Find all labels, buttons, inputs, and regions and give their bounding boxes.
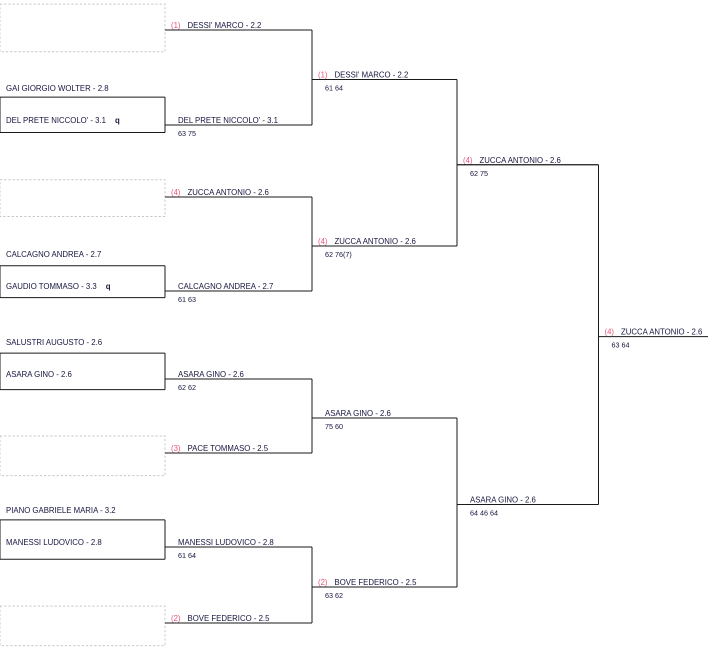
svg-text:ASARA GINO - 2.6: ASARA GINO - 2.6 xyxy=(178,370,244,379)
svg-text:SALUSTRI AUGUSTO - 2.6: SALUSTRI AUGUSTO - 2.6 xyxy=(6,338,102,347)
svg-text:MANESSI LUDOVICO - 2.8: MANESSI LUDOVICO - 2.8 xyxy=(6,538,102,547)
svg-text:62 76(7): 62 76(7) xyxy=(325,250,352,259)
svg-text:CALCAGNO ANDREA - 2.7: CALCAGNO ANDREA - 2.7 xyxy=(6,250,101,259)
svg-text:CALCAGNO ANDREA - 2.7: CALCAGNO ANDREA - 2.7 xyxy=(178,282,273,291)
svg-text:75 60: 75 60 xyxy=(325,422,343,431)
svg-text:ASARA GINO - 2.6: ASARA GINO - 2.6 xyxy=(470,496,536,505)
svg-text:61 64: 61 64 xyxy=(178,551,196,560)
svg-text:61 64: 61 64 xyxy=(325,84,343,93)
svg-text:GAI GIORGIO WOLTER - 2.8: GAI GIORGIO WOLTER - 2.8 xyxy=(6,84,109,93)
svg-text:63 62: 63 62 xyxy=(325,591,343,600)
svg-text:DEL PRETE NICCOLO' - 3.1q: DEL PRETE NICCOLO' - 3.1 q xyxy=(6,116,120,125)
svg-text:ASARA GINO - 2.6: ASARA GINO - 2.6 xyxy=(325,409,391,418)
svg-text:ASARA GINO - 2.6: ASARA GINO - 2.6 xyxy=(6,370,72,379)
svg-text:62 75: 62 75 xyxy=(470,169,488,178)
svg-text:MANESSI LUDOVICO - 2.8: MANESSI LUDOVICO - 2.8 xyxy=(178,538,274,547)
svg-text:64 46 64: 64 46 64 xyxy=(470,509,498,518)
svg-text:62 62: 62 62 xyxy=(178,383,196,392)
svg-text:GAUDIO TOMMASO - 3.3q: GAUDIO TOMMASO - 3.3 q xyxy=(6,282,111,291)
svg-text:DEL PRETE NICCOLO' - 3.1: DEL PRETE NICCOLO' - 3.1 xyxy=(178,116,278,125)
svg-text:61 63: 61 63 xyxy=(178,295,196,304)
svg-text:PIANO GABRIELE MARIA - 3.2: PIANO GABRIELE MARIA - 3.2 xyxy=(6,506,116,515)
svg-text:63 64: 63 64 xyxy=(612,341,630,350)
svg-text:63 75: 63 75 xyxy=(178,129,196,138)
